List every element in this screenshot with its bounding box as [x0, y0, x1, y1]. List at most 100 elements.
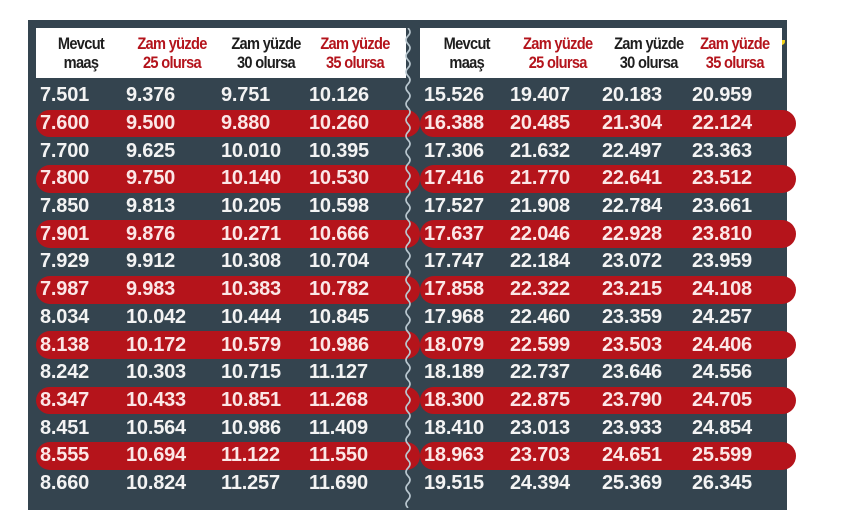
cell-current-salary: 17.968	[424, 305, 484, 328]
table-row: 8.660 10.824 11.257 11.690	[36, 470, 406, 498]
cell-raise-25: 22.875	[510, 388, 570, 411]
cell-raise-30: 23.646	[602, 361, 662, 384]
table-header: Mevcut maaş Zam yüzde 25 olursa Zam yüzde 3…	[36, 28, 406, 78]
table-row: 17.968 22.460 23.359 24.257	[420, 304, 782, 332]
cell-current-salary: 17.858	[424, 278, 484, 301]
table-row: 17.637 22.046 22.928 23.810	[420, 220, 796, 249]
cell-raise-30: 22.497	[602, 139, 662, 162]
cell-raise-25: 23.013	[510, 416, 570, 439]
table-row: 17.416 21.770 22.641 23.512	[420, 165, 796, 193]
cell-raise-30: 10.444	[221, 305, 281, 328]
header-raise-25: Zam yüzde 25 olursa	[522, 34, 593, 72]
cell-current-salary: 18.300	[424, 388, 484, 411]
cell-raise-30: 20.183	[602, 84, 662, 107]
cell-raise-35: 23.363	[692, 139, 752, 162]
cell-current-salary: 16.388	[424, 112, 484, 135]
header-current-salary: Mevcut maaş	[443, 34, 491, 72]
cell-raise-25: 10.824	[126, 471, 186, 494]
cell-current-salary: 8.138	[40, 333, 90, 356]
cell-raise-25: 21.770	[510, 167, 570, 190]
cell-raise-25: 20.485	[510, 112, 570, 135]
cell-raise-25: 24.394	[510, 471, 570, 494]
cell-raise-25: 9.983	[126, 278, 176, 301]
cell-raise-35: 20.959	[692, 84, 752, 107]
cell-raise-25: 22.599	[510, 333, 570, 356]
cell-raise-25: 22.737	[510, 361, 570, 384]
cell-raise-35: 11.550	[309, 444, 368, 467]
salary-table-panel: Mevcut maaş Zam yüzde 25 olursa Zam yüzde 3…	[28, 20, 796, 510]
cell-current-salary: 17.306	[424, 139, 484, 162]
cell-raise-30: 23.790	[602, 388, 662, 411]
cell-current-salary: 18.963	[424, 444, 484, 467]
table-row: 8.242 10.303 10.715 11.127	[36, 359, 406, 387]
table-row: 18.079 22.599 23.503 24.406	[420, 331, 796, 359]
cell-raise-35: 24.406	[692, 333, 752, 356]
table-body: 15.526 19.407 20.183 20.959 16.388 20.485 21.3…	[420, 82, 796, 498]
left-table: Mevcut maaş Zam yüzde 25 olursa Zam yüzde 3…	[36, 28, 420, 498]
cell-raise-30: 10.308	[221, 250, 281, 273]
cell-raise-35: 23.512	[692, 167, 752, 190]
table-row: 19.515 24.394 25.369 26.345	[420, 470, 782, 498]
cell-raise-25: 10.303	[126, 361, 186, 384]
cell-raise-25: 10.564	[126, 416, 186, 439]
header-current-salary: Mevcut maaş	[57, 34, 105, 72]
cell-raise-30: 22.928	[602, 222, 662, 245]
header-raise-35: Zam yüzde 35 olursa	[700, 34, 771, 72]
table-row: 8.138 10.172 10.579 10.986	[36, 331, 420, 359]
cell-raise-35: 11.127	[309, 361, 368, 384]
cell-raise-25: 9.376	[126, 84, 176, 107]
cell-raise-30: 23.503	[602, 333, 662, 356]
cell-current-salary: 18.410	[424, 416, 484, 439]
cell-raise-25: 22.184	[510, 250, 570, 273]
cell-raise-30: 10.205	[221, 195, 281, 218]
cell-raise-35: 23.959	[692, 250, 752, 273]
cell-raise-35: 24.854	[692, 416, 752, 439]
table-row: 18.189 22.737 23.646 24.556	[420, 359, 782, 387]
cell-raise-35: 24.556	[692, 361, 752, 384]
table-body: 7.501 9.376 9.751 10.126 7.600 9.500 9.880 10.2…	[36, 82, 420, 498]
table-row: 7.987 9.983 10.383 10.782	[36, 275, 420, 304]
cell-current-salary: 7.987	[40, 278, 90, 301]
cell-raise-30: 10.140	[221, 167, 281, 190]
table-row: 16.388 20.485 21.304 22.124	[420, 109, 796, 138]
cell-raise-25: 9.813	[126, 195, 176, 218]
cell-raise-30: 24.651	[602, 444, 662, 467]
cell-raise-30: 10.851	[221, 388, 281, 411]
cell-current-salary: 7.929	[40, 250, 90, 273]
cell-raise-35: 24.705	[692, 388, 752, 411]
cell-raise-25: 22.460	[510, 305, 570, 328]
cell-raise-30: 23.072	[602, 250, 662, 273]
cell-raise-25: 21.908	[510, 195, 570, 218]
cell-current-salary: 18.189	[424, 361, 484, 384]
table-row: 17.858 22.322 23.215 24.108	[420, 275, 796, 304]
table-row: 17.306 21.632 22.497 23.363	[420, 137, 782, 165]
wavy-divider-icon	[405, 28, 411, 508]
table-row: 7.800 9.750 10.140 10.530	[36, 165, 420, 193]
cell-raise-35: 10.704	[309, 250, 369, 273]
cell-raise-30: 10.383	[221, 278, 281, 301]
cell-current-salary: 8.451	[40, 416, 90, 439]
cell-raise-25: 10.433	[126, 388, 186, 411]
cell-raise-30: 25.369	[602, 471, 662, 494]
table-row: 7.929 9.912 10.308 10.704	[36, 248, 406, 276]
cell-current-salary: 7.800	[40, 167, 90, 190]
table-row: 7.850 9.813 10.205 10.598	[36, 193, 406, 221]
cell-current-salary: 17.747	[424, 250, 484, 273]
cell-raise-35: 10.782	[309, 278, 369, 301]
cell-raise-25: 19.407	[510, 84, 570, 107]
table-row: 18.300 22.875 23.790 24.705	[420, 386, 796, 415]
cell-raise-35: 24.108	[692, 278, 752, 301]
cell-current-salary: 7.700	[40, 139, 90, 162]
cell-raise-35: 25.599	[692, 444, 752, 467]
cell-raise-30: 10.271	[221, 222, 281, 245]
cell-raise-35: 11.409	[309, 416, 368, 439]
cell-current-salary: 8.034	[40, 305, 90, 328]
cell-raise-25: 10.694	[126, 444, 186, 467]
cell-raise-35: 10.598	[309, 195, 369, 218]
table-row: 17.747 22.184 23.072 23.959	[420, 248, 782, 276]
cell-current-salary: 18.079	[424, 333, 484, 356]
table-row: 8.451 10.564 10.986 11.409	[36, 414, 406, 442]
cell-raise-25: 9.625	[126, 139, 176, 162]
cell-raise-35: 22.124	[692, 112, 752, 135]
cell-current-salary: 8.242	[40, 361, 90, 384]
